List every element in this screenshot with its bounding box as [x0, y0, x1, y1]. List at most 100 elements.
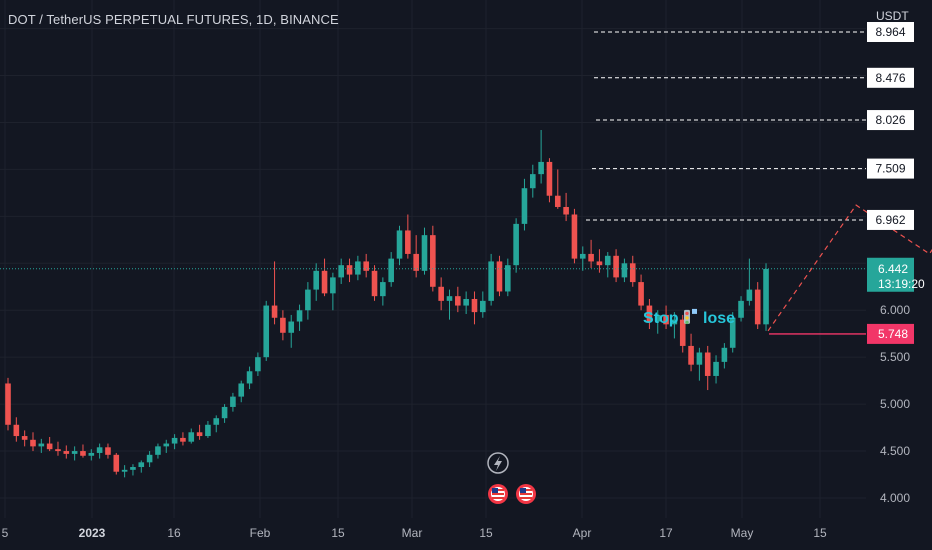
lightning-icon[interactable]	[487, 452, 509, 474]
candle	[138, 460, 145, 473]
overlay-layer: Stop lose	[0, 204, 932, 335]
candle	[455, 286, 461, 313]
candle-body	[138, 462, 145, 468]
candle-body	[604, 255, 611, 266]
candle	[230, 392, 236, 412]
candle	[238, 380, 245, 403]
candle	[146, 451, 153, 468]
candle	[738, 296, 744, 322]
candle-body	[71, 451, 78, 454]
candle	[563, 192, 569, 222]
candle-body	[738, 300, 744, 318]
candle	[704, 345, 711, 391]
candle-body	[13, 424, 20, 437]
candle-body	[538, 161, 544, 175]
candle-body	[688, 345, 694, 365]
candle-body	[521, 188, 528, 224]
candle	[671, 312, 678, 339]
candle-body	[346, 265, 353, 275]
candle	[30, 432, 36, 452]
candle	[471, 291, 478, 325]
candle-body	[513, 223, 519, 266]
candle-body	[146, 454, 153, 463]
candle-body	[480, 300, 486, 313]
candle	[196, 424, 203, 440]
candle	[338, 258, 344, 284]
current-price-value: 6.442	[878, 262, 908, 276]
candle	[188, 428, 195, 444]
us-flag-icon[interactable]	[516, 484, 536, 504]
candle	[305, 282, 311, 320]
target-level-label-1: 7.509	[875, 162, 905, 176]
candle-body	[30, 439, 36, 447]
candle-body	[180, 437, 186, 442]
target-level-box-0	[867, 209, 914, 230]
candle-body	[729, 317, 736, 348]
candle	[55, 441, 61, 456]
candle	[654, 310, 661, 334]
y-tick-3: 5.500	[880, 350, 910, 364]
x-tick-8: 17	[659, 526, 673, 540]
target-level-box-3	[867, 67, 914, 88]
candle-body	[396, 230, 403, 259]
target-level-box-4	[867, 22, 914, 42]
candle	[63, 445, 70, 459]
candle-body	[754, 289, 761, 325]
time-axis[interactable]: 5 2023 16 Feb 15 Mar 15 Apr 17 May 15	[2, 526, 827, 540]
candle-body	[654, 314, 661, 322]
us-flag-icon[interactable]	[488, 484, 508, 504]
target-level-box-2	[867, 110, 914, 131]
x-tick-0: 5	[2, 526, 9, 540]
target-level-label-3: 8.476	[875, 71, 905, 85]
candle-body	[163, 443, 170, 447]
candle	[463, 291, 469, 315]
candle	[280, 310, 286, 341]
candle	[604, 252, 611, 278]
candle-body	[663, 314, 669, 325]
candle-body	[713, 361, 719, 376]
x-tick-1: 2023	[79, 526, 106, 540]
price-axis[interactable]: 6.962 7.509 8.026 8.476 8.964 4.000 4.500 5.000…	[867, 22, 925, 505]
candle	[213, 415, 220, 433]
candle	[430, 225, 436, 292]
candle	[488, 253, 494, 306]
candle	[754, 282, 761, 330]
candle-body	[113, 454, 120, 472]
candle	[638, 274, 644, 311]
candle-body	[246, 371, 253, 384]
candle	[155, 443, 161, 459]
event-markers	[487, 452, 536, 504]
x-tick-9: May	[731, 526, 754, 540]
candle-body	[763, 268, 769, 325]
candle	[371, 265, 378, 301]
candle-body	[455, 296, 461, 306]
candle-body	[671, 319, 678, 325]
candle	[629, 255, 636, 287]
candle-body	[280, 317, 286, 333]
candle-body	[496, 261, 503, 292]
candle	[121, 465, 128, 478]
candle-body	[46, 443, 53, 450]
candle-body	[554, 195, 561, 207]
target-level-box-1	[867, 158, 914, 179]
candle-body	[271, 305, 278, 318]
candle-body	[188, 432, 195, 442]
candle-body	[363, 261, 369, 271]
candle	[263, 300, 270, 361]
candle-body	[171, 437, 178, 444]
candle	[446, 289, 453, 320]
candle	[579, 246, 586, 271]
candle-body	[238, 383, 245, 397]
candle	[588, 239, 594, 269]
candle-body	[646, 305, 653, 322]
candle	[571, 208, 578, 264]
candle	[130, 464, 136, 476]
candle	[313, 263, 320, 301]
candle-body	[80, 451, 86, 456]
candle-body	[704, 352, 711, 376]
candle	[663, 305, 669, 330]
candle	[288, 314, 295, 348]
candle-body	[388, 258, 394, 283]
candle-body	[21, 436, 28, 440]
